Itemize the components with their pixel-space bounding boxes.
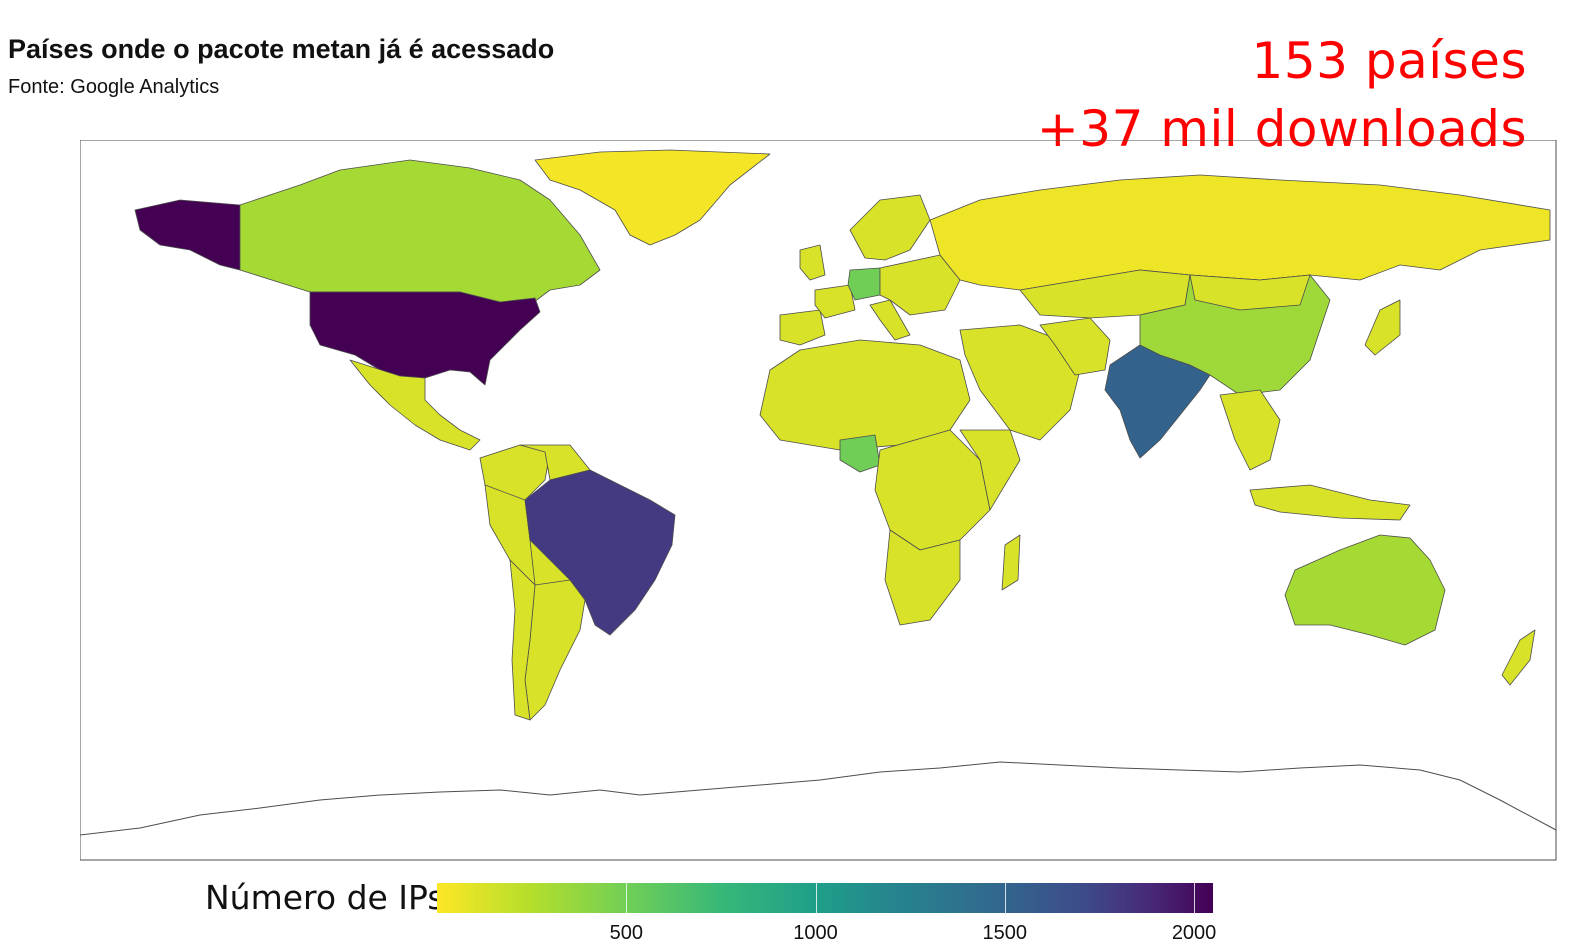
country-chile <box>509 559 536 721</box>
country-east-africa <box>959 429 1021 511</box>
legend-tick <box>626 883 628 913</box>
page-subtitle: Fonte: Google Analytics <box>8 76 220 98</box>
legend-tick <box>1004 883 1006 913</box>
legend-tick <box>1194 883 1196 913</box>
country-australia <box>1284 534 1446 646</box>
downloads-count-annotation: +37 mil downloads <box>1036 100 1527 158</box>
country-madagascar <box>1001 534 1021 591</box>
country-usa <box>309 291 541 386</box>
legend-tick-label: 1500 <box>982 922 1028 944</box>
country-uk <box>799 244 826 281</box>
country-middle-east <box>959 324 1081 441</box>
legend-tick-label: 1000 <box>793 922 838 944</box>
country-germany <box>847 267 881 301</box>
country-japan <box>1364 299 1401 356</box>
legend-tick <box>815 883 817 913</box>
country-indonesia <box>1249 484 1411 521</box>
countries-count-annotation: 153 países <box>1251 32 1527 90</box>
legend-tick-label: 500 <box>609 922 643 944</box>
country-southeast-asia <box>1219 389 1281 471</box>
country-russia <box>929 174 1551 291</box>
country-argentina <box>524 579 586 721</box>
country-italy <box>869 299 911 341</box>
country-north-africa <box>759 339 971 451</box>
country-scandinavia <box>849 194 931 261</box>
country-canada <box>239 159 601 306</box>
country-southern-africa <box>884 529 961 626</box>
antarctica-outline <box>80 761 1557 836</box>
country-greenland <box>534 149 771 246</box>
country-new-zealand <box>1501 629 1536 686</box>
country-nigeria <box>839 434 881 473</box>
country-mexico <box>349 359 481 451</box>
country-iberia <box>779 309 826 346</box>
country-alaska <box>134 199 241 271</box>
country-france <box>814 284 856 319</box>
legend-title: Número de IPs <box>205 878 445 917</box>
country-mongolia <box>1189 274 1311 311</box>
page-title: Países onde o pacote metan já é acessado <box>8 34 555 64</box>
legend-tick-label: 2000 <box>1171 922 1217 944</box>
world-map <box>80 140 1557 861</box>
map-frame <box>80 140 1557 861</box>
country-iran <box>1039 317 1111 376</box>
legend-color-bar <box>437 883 1213 913</box>
